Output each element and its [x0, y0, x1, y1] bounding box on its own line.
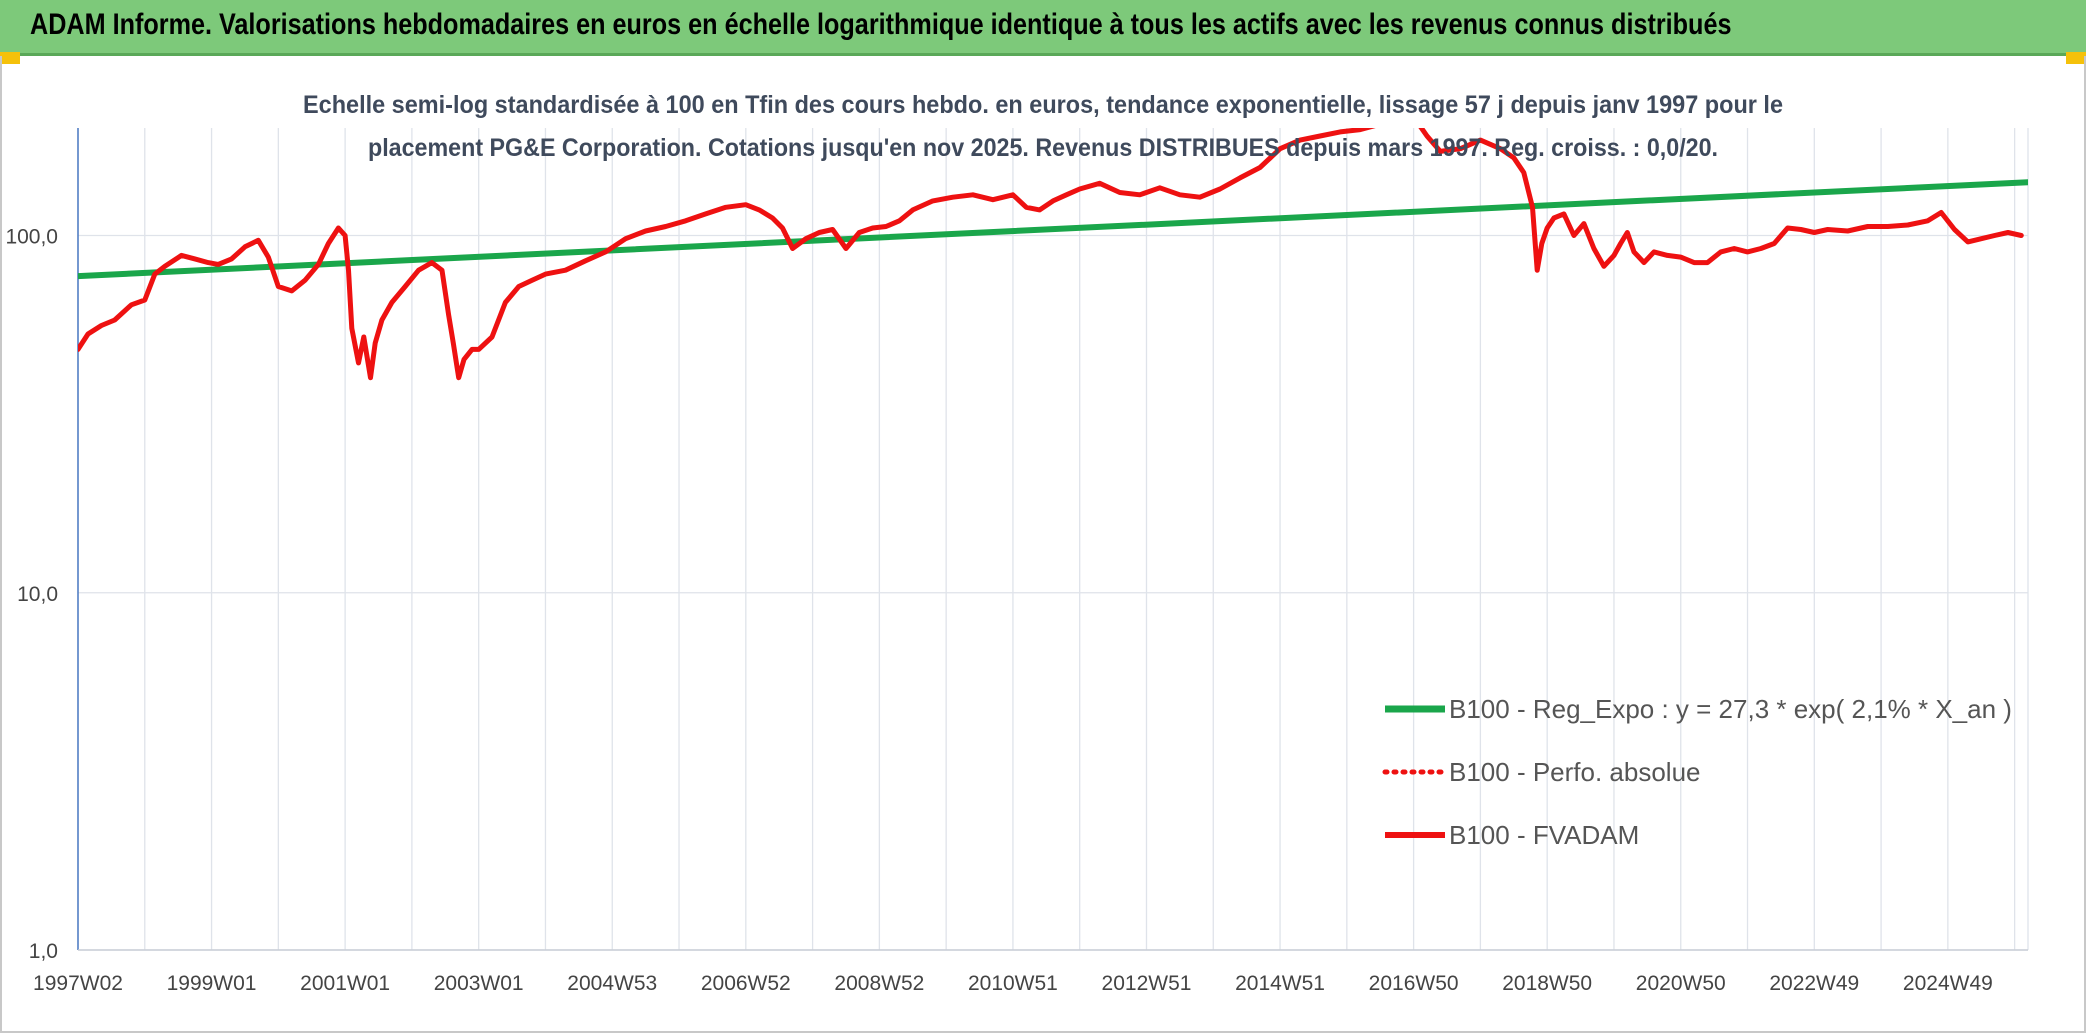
- x-tick-label: 2016W50: [1369, 972, 1459, 995]
- x-tick-label: 2003W01: [434, 972, 524, 995]
- corner-marker-right: [2066, 52, 2086, 64]
- x-tick-label: 2008W52: [834, 972, 924, 995]
- x-tick-label: 2024W49: [1903, 972, 1993, 995]
- chart-frame: [0, 56, 2086, 1033]
- x-tick-label: 2010W51: [968, 972, 1058, 995]
- y-tick-label: 10,0: [17, 583, 58, 606]
- x-tick-label: 2018W50: [1502, 972, 1592, 995]
- legend-label-1: B100 - Perfo. absolue: [1449, 757, 1701, 787]
- x-tick-label: 1999W01: [167, 972, 257, 995]
- x-axis-ticks: 1997W02 1999W01 2001W01 2003W01 2004W53 2006W…: [33, 972, 1993, 995]
- report-title: ADAM Informe. Valorisations hebdomadaire…: [30, 8, 1732, 41]
- x-tick-label: 2001W01: [300, 972, 390, 995]
- legend-label-2: B100 - FVADAM: [1449, 820, 1639, 850]
- series-layer: [78, 128, 2028, 381]
- chart-title: Echelle semi-log standardisée à 100 en T…: [303, 91, 1783, 119]
- report-banner: ADAM Informe. Valorisations hebdomadaire…: [0, 0, 2086, 56]
- x-tick-label: 2004W53: [567, 972, 657, 995]
- x-tick-label: 2012W51: [1102, 972, 1192, 995]
- chart-titles: Echelle semi-log standardisée à 100 en T…: [303, 91, 1783, 162]
- x-tick-label: 2022W49: [1769, 972, 1859, 995]
- x-tick-label: 2014W51: [1235, 972, 1325, 995]
- series-line-2: [78, 128, 2024, 381]
- x-tick-label: 1997W02: [33, 972, 123, 995]
- corner-marker-left: [0, 52, 20, 64]
- legend-label-0: B100 - Reg_Expo : y = 27,3 * exp( 2,1% *…: [1449, 694, 2012, 724]
- y-tick-label: 1,0: [29, 940, 58, 963]
- y-tick-label: 100,0: [5, 226, 58, 249]
- y-axis-ticks: 1,0 10,0 100,0: [5, 226, 58, 963]
- x-tick-label: 2006W52: [701, 972, 791, 995]
- series-line-0: [78, 179, 2028, 280]
- chart-subtitle: placement PG&E Corporation. Cotations ju…: [368, 134, 1718, 162]
- x-tick-label: 2020W50: [1636, 972, 1726, 995]
- chart-legend: B100 - Reg_Expo : y = 27,3 * exp( 2,1% *…: [1382, 694, 2012, 850]
